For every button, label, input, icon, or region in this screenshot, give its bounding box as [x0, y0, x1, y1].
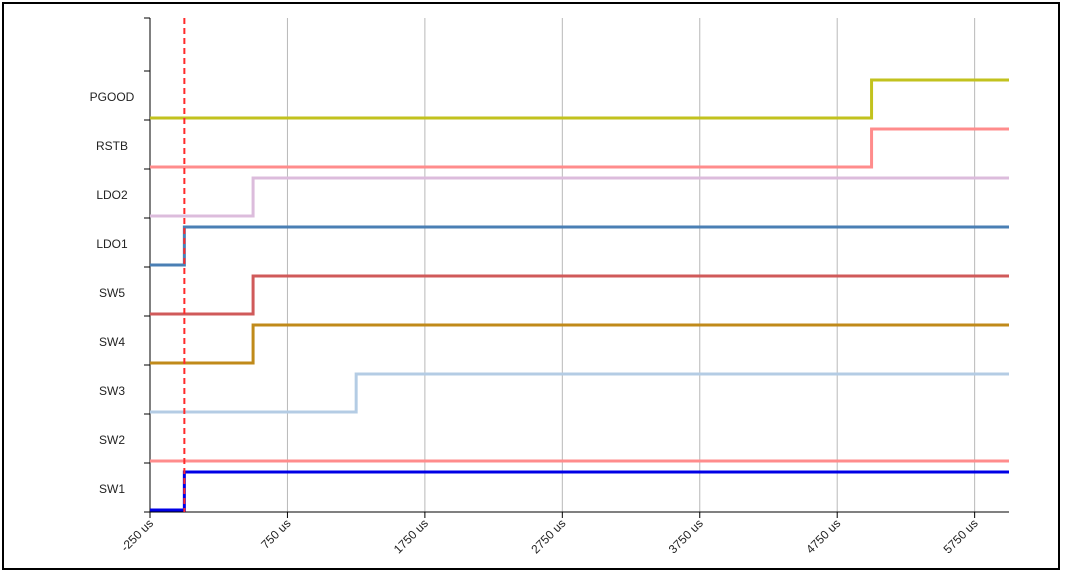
row-label-ldo1: LDO1: [96, 237, 128, 251]
x-tick-label: 3750 us: [666, 516, 706, 556]
x-tick-labels: -250 us 750 us 1750 us 2750 us 3750 us 4750 u…: [118, 516, 981, 556]
trace-ldo1: [150, 225, 1009, 267]
trace-ldo2: [150, 176, 1009, 218]
trace-sw5: [150, 274, 1009, 316]
row-label-ldo2: LDO2: [96, 188, 128, 202]
grid-lines: [286, 18, 976, 512]
row-label-sw1: SW1: [99, 482, 125, 496]
x-tick-label: 750 us: [258, 516, 293, 551]
x-tick-label: 2750 us: [528, 516, 568, 556]
row-label-sw2: SW2: [99, 433, 125, 447]
timing-chart: PGOOD RSTB LDO2 LDO1 SW5 SW4 SW3 SW2 SW1 -250 us…: [90, 17, 1009, 556]
x-tick-label: 1750 us: [391, 516, 431, 556]
x-tick-label: -250 us: [118, 516, 156, 554]
row-label-sw4: SW4: [99, 335, 125, 349]
trace-rstb: [150, 127, 1009, 169]
row-label-rstb: RSTB: [96, 139, 128, 153]
trace-pgood: [150, 78, 1009, 120]
signal-traces: [150, 78, 1009, 512]
row-label-sw5: SW5: [99, 286, 125, 300]
trace-sw4: [150, 323, 1009, 365]
row-label-sw3: SW3: [99, 384, 125, 398]
trace-sw1: [150, 470, 1009, 512]
row-labels: PGOOD RSTB LDO2 LDO1 SW5 SW4 SW3 SW2 SW1: [90, 90, 135, 496]
row-label-pgood: PGOOD: [90, 90, 135, 104]
x-tick-label: 4750 us: [803, 516, 843, 556]
x-tick-label: 5750 us: [941, 516, 981, 556]
trace-sw3: [150, 372, 1009, 414]
axes: [144, 17, 1009, 518]
